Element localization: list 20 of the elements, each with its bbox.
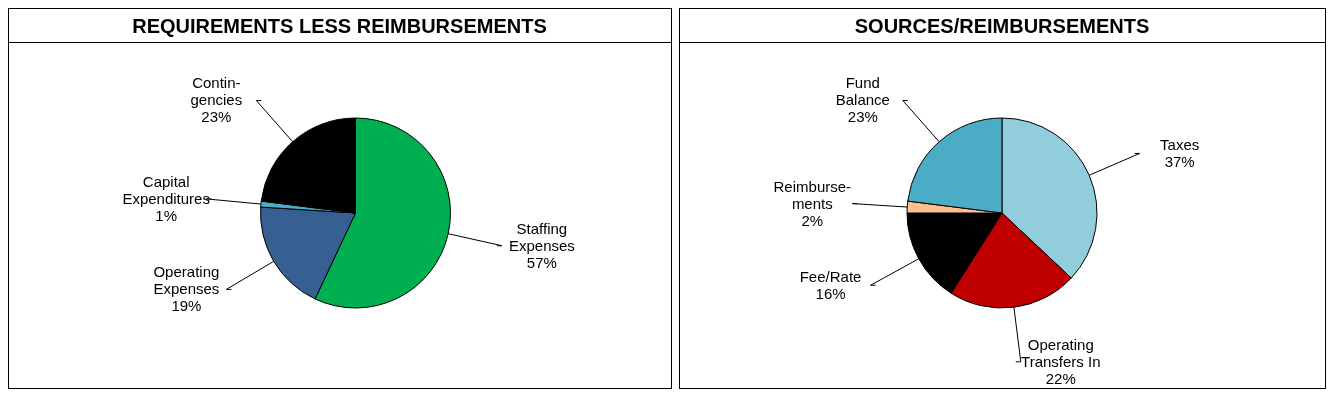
data-label: 16% [815, 284, 846, 302]
slice-label: Operating Transfers In [1021, 335, 1101, 370]
slice-label: Taxes [1160, 135, 1200, 153]
chart-title: SOURCES/REIMBURSEMENTS [854, 15, 1150, 37]
chart-title: REQUIREMENTS LESS REIMBURSEMENTS [132, 15, 547, 37]
data-label: 23% [201, 108, 232, 126]
data-label: 57% [526, 253, 557, 271]
slice-label: Reimburse- ments [773, 177, 852, 212]
slice-label: Fund Balance [835, 74, 890, 109]
data-label: 22% [1045, 369, 1076, 387]
slice-label: Fee/Rate [799, 267, 862, 285]
slice-label: Contin- gencies [190, 74, 243, 109]
data-label: 23% [847, 108, 878, 126]
slice-label: Capital Expenditures [122, 172, 210, 207]
data-label: 2% [801, 211, 824, 229]
slice-label: Staffing Expenses [508, 219, 575, 254]
data-label: 1% [155, 206, 178, 224]
data-label: 37% [1164, 152, 1195, 170]
slice-label: Operating Expenses [153, 263, 220, 298]
data-label: 19% [171, 297, 202, 315]
